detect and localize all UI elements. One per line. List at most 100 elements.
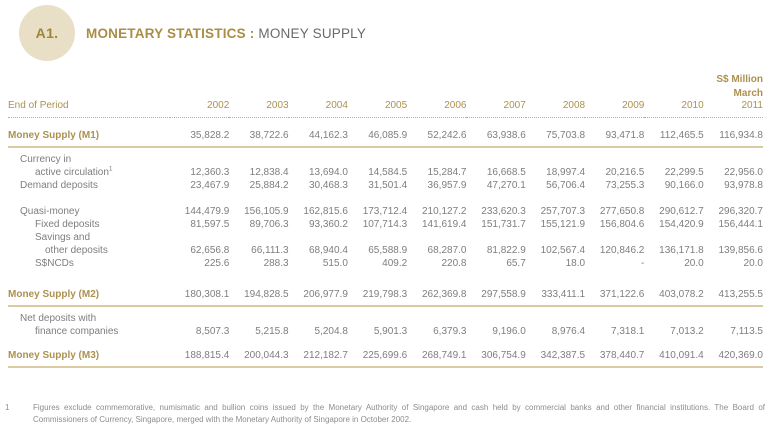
value-cell [704,231,763,244]
table-row: Money Supply (M2) 180,308.1 194,828.5 206,9… [8,288,763,307]
value-cell: 5,901.3 [373,325,408,337]
row-label: Currency in [8,153,170,166]
year-header: 2004 [288,100,348,118]
year-header: 2003 [229,100,289,118]
table-body: Money Supply (M1) 35,828.2 38,722.6 44,162.… [8,118,764,368]
value-cell: 225,699.6 [347,349,408,368]
value-cell: 62,656.8 [190,244,230,256]
value-cell [170,231,229,244]
year-header: 2009 [585,100,645,118]
value-cell: 107,714.3 [362,218,408,230]
table-row: finance companies 8,507.3 5,215.8 5,204.8 5,… [8,325,763,338]
value-cell: 7,113.5 [730,325,763,337]
value-cell: 9,196.0 [492,325,526,337]
row-label: active circulation1 [8,165,170,179]
row-label-text: Net deposits with [20,312,97,324]
row-label: other deposits [8,244,170,257]
value-cell: 257,707.3 [540,205,586,217]
value-cell: 46,085.9 [347,129,408,148]
value-cell: 44,162.3 [288,129,348,148]
value-cell [585,231,644,244]
row-label: finance companies [8,325,170,338]
year-header: 2006 [407,100,467,118]
value-cell: 378,440.7 [585,349,645,368]
value-cell: 63,938.6 [466,129,526,148]
value-cell: 371,122.6 [585,288,645,307]
table-row: Fixed deposits 81,597.5 89,706.3 93,360.2 10… [8,218,763,231]
value-cell: 515.0 [322,257,348,269]
table-row: active circulation1 12,360.3 12,838.4 13,69… [8,165,763,179]
value-cell: 139,856.6 [718,244,764,256]
row-label: Fixed deposits [8,218,170,231]
value-cell: 14,584.5 [368,166,408,178]
footnote-marker: 1 [5,403,10,412]
value-cell: 120,846.2 [599,244,645,256]
value-cell [644,231,703,244]
value-cell [526,231,585,244]
value-cell: 56,706.4 [546,179,586,191]
value-cell [585,153,644,166]
value-cell: 31,501.4 [368,179,408,191]
value-cell: 22,299.5 [664,166,704,178]
value-cell: - [641,257,645,269]
value-cell [526,153,585,166]
value-cell: 233,620.3 [481,205,526,217]
year-header: 2011 [703,100,763,118]
row-label-text: S$NCDs [35,257,74,269]
value-cell: 296,320.7 [718,205,764,217]
value-cell: 112,465.5 [644,129,704,148]
spacer-cell [8,270,763,289]
value-cell: 162,815.6 [303,205,348,217]
row-label-text: active circulation [35,166,109,178]
spacer-row [8,192,763,205]
spacer-row [8,338,763,350]
value-cell [170,312,229,325]
value-cell: 144,479.9 [184,205,230,217]
value-cell: 20,216.5 [605,166,645,178]
value-cell [407,312,466,325]
value-cell [170,153,229,166]
row-label: Money Supply (M3) [8,349,170,368]
spacer-row [8,118,763,130]
value-cell: 409.2 [382,257,408,269]
row-label: Net deposits with [8,312,170,325]
value-cell [466,312,525,325]
value-cell: 93,360.2 [308,218,348,230]
section-badge: A1. [19,5,75,61]
footnote-text: Figures exclude commemorative, numismati… [33,403,765,424]
period-header: End of Period [8,100,170,118]
value-cell [348,153,407,166]
row-label-text: Demand deposits [20,179,98,191]
value-cell: 156,444.1 [718,218,764,230]
row-label-text: Currency in [20,153,72,165]
value-cell: 225.6 [204,257,230,269]
value-cell: 8,507.3 [195,325,230,337]
year-header: 2010 [644,100,704,118]
value-cell: 297,558.9 [466,288,526,307]
table-row: Quasi-money 144,479.9 156,105.9 162,815.6 17… [8,205,763,218]
value-cell: 90,166.0 [664,179,704,191]
value-cell: 52,242.6 [407,129,467,148]
value-cell: 212,182.7 [288,349,348,368]
table-row: Money Supply (M3) 188,815.4 200,044.3 212,1… [8,349,763,368]
spacer-cell [8,192,763,205]
value-cell: 25,884.2 [249,179,289,191]
value-cell: 277,650.8 [599,205,645,217]
value-cell: 288.3 [263,257,289,269]
value-cell [704,153,763,166]
table-row: Net deposits with [8,312,763,325]
value-cell [229,312,288,325]
value-cell: 6,379.3 [433,325,467,337]
value-cell: 141,619.4 [421,218,467,230]
value-cell: 20.0 [684,257,704,269]
value-cell [407,153,466,166]
value-cell [644,312,703,325]
value-cell: 333,411.1 [525,288,586,307]
value-cell: 156,105.9 [244,205,289,217]
row-label-text: Quasi-money [20,205,80,217]
spacer-cell [8,118,763,130]
value-cell [644,153,703,166]
value-cell [289,231,348,244]
row-label-text: Savings and [35,231,91,243]
value-cell: 23,467.9 [190,179,230,191]
